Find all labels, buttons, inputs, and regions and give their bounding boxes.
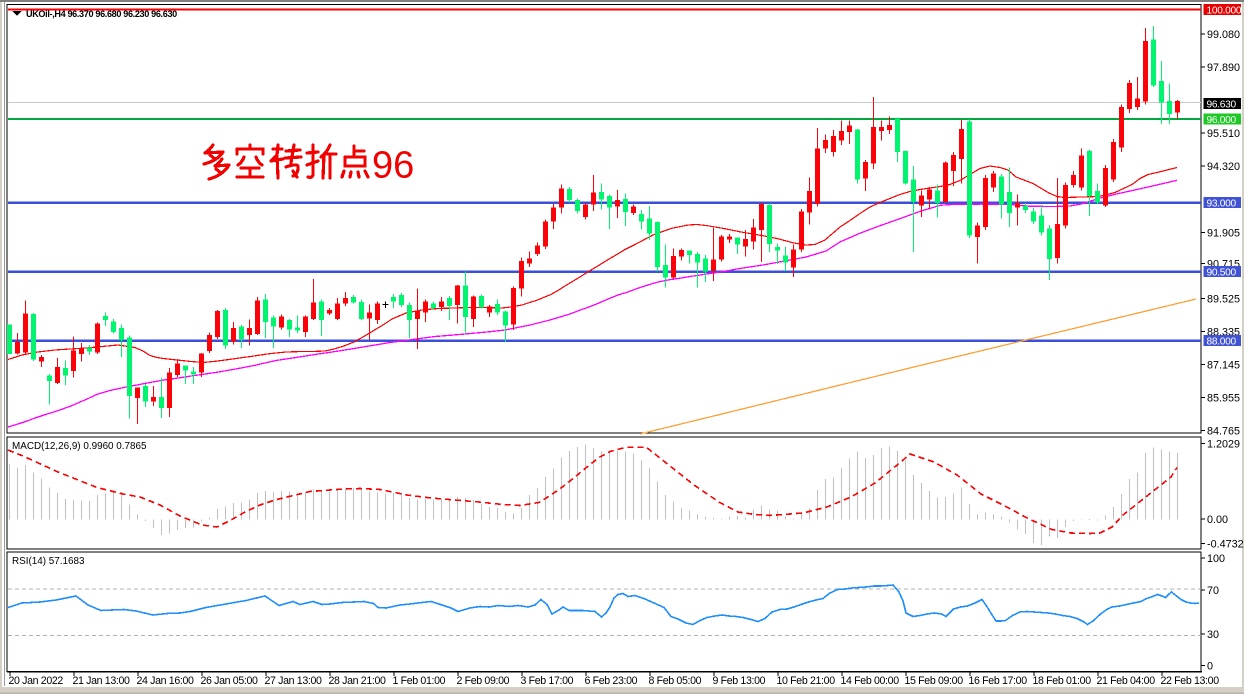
svg-text:0: 0 (1207, 661, 1213, 673)
svg-text:100.000: 100.000 (1207, 6, 1242, 17)
svg-text:15 Feb 09:00: 15 Feb 09:00 (905, 675, 964, 687)
svg-text:70: 70 (1207, 585, 1219, 597)
svg-text:16 Feb 17:00: 16 Feb 17:00 (969, 675, 1028, 687)
svg-text:14 Feb 00:00: 14 Feb 00:00 (841, 675, 900, 687)
svg-text:22 Feb 13:00: 22 Feb 13:00 (1161, 675, 1220, 687)
svg-text:94.320: 94.320 (1207, 161, 1240, 173)
svg-text:18 Feb 01:00: 18 Feb 01:00 (1033, 675, 1092, 687)
svg-text:1 Feb 01:00: 1 Feb 01:00 (393, 675, 446, 687)
svg-text:1.2029: 1.2029 (1207, 439, 1240, 451)
svg-text:-0.4732: -0.4732 (1207, 539, 1244, 551)
svg-text:84.765: 84.765 (1207, 426, 1240, 438)
svg-text:96: 96 (372, 145, 414, 187)
svg-text:85.955: 85.955 (1207, 393, 1240, 405)
svg-text:21 Jan 13:00: 21 Jan 13:00 (73, 675, 131, 687)
svg-text:89.525: 89.525 (1207, 294, 1240, 306)
svg-text:30: 30 (1207, 629, 1219, 641)
svg-text:9 Feb 13:00: 9 Feb 13:00 (713, 675, 766, 687)
svg-text:RSI(14) 57.1683: RSI(14) 57.1683 (12, 556, 85, 567)
svg-text:8 Feb 05:00: 8 Feb 05:00 (649, 675, 702, 687)
svg-text:96.630: 96.630 (1207, 99, 1237, 110)
svg-text:21 Feb 04:00: 21 Feb 04:00 (1097, 675, 1156, 687)
svg-text:28 Jan 21:00: 28 Jan 21:00 (329, 675, 387, 687)
svg-text:93.000: 93.000 (1207, 199, 1237, 210)
svg-text:90.500: 90.500 (1207, 268, 1237, 279)
svg-text:6 Feb 23:00: 6 Feb 23:00 (585, 675, 638, 687)
svg-text:10 Feb 21:00: 10 Feb 21:00 (777, 675, 836, 687)
svg-text:2 Feb 09:00: 2 Feb 09:00 (457, 675, 510, 687)
svg-text:95.510: 95.510 (1207, 128, 1240, 140)
svg-text:96.000: 96.000 (1207, 115, 1237, 126)
svg-text:0.00: 0.00 (1207, 514, 1228, 526)
svg-text:MACD(12,26,9) 0.9960 0.7865: MACD(12,26,9) 0.9960 0.7865 (12, 441, 147, 452)
svg-text:26 Jan 05:00: 26 Jan 05:00 (201, 675, 259, 687)
svg-text:91.905: 91.905 (1207, 228, 1240, 240)
svg-text:27 Jan 13:00: 27 Jan 13:00 (265, 675, 323, 687)
svg-text:87.145: 87.145 (1207, 360, 1240, 372)
svg-text:99.080: 99.080 (1207, 29, 1240, 41)
svg-text:24 Jan 16:00: 24 Jan 16:00 (137, 675, 195, 687)
svg-text:3 Feb 17:00: 3 Feb 17:00 (521, 675, 574, 687)
svg-text:UKOil-,H4 96.370 96.680 96.23: UKOil-,H4 96.370 96.680 96.230 96.630 (26, 9, 177, 19)
svg-text:97.890: 97.890 (1207, 62, 1240, 74)
svg-text:100: 100 (1207, 553, 1225, 565)
svg-text:20 Jan 2022: 20 Jan 2022 (9, 675, 64, 687)
svg-text:88.000: 88.000 (1207, 337, 1237, 348)
